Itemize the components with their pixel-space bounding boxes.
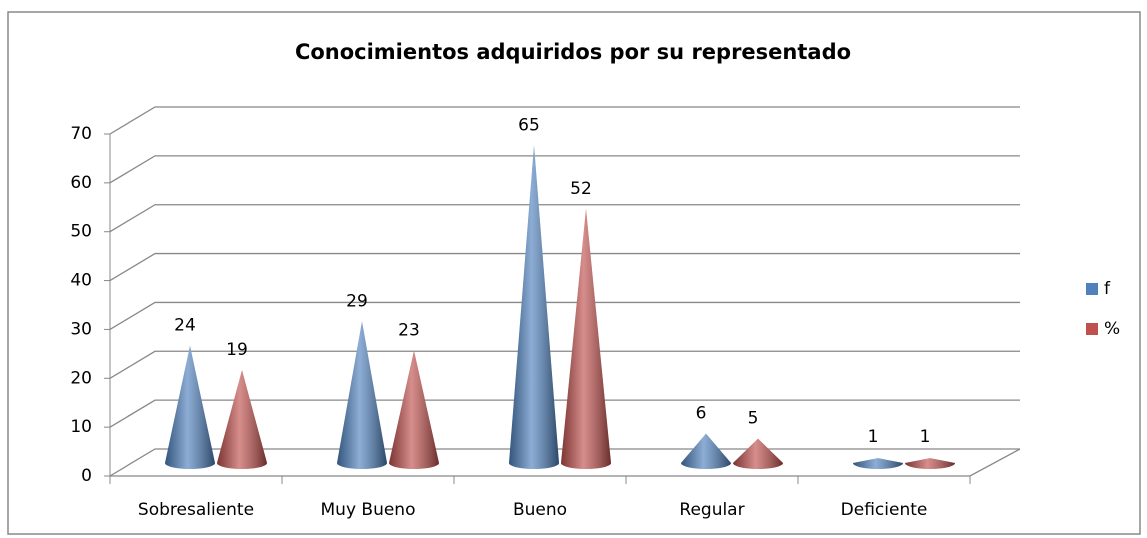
y-tick-label: 10 [70, 417, 92, 437]
legend-swatch [1086, 323, 1098, 335]
grid-line [109, 106, 1020, 135]
y-tick-label: 40 [70, 271, 92, 291]
y-tick-label: 70 [70, 124, 92, 144]
data-label: 23 [398, 321, 420, 341]
x-tick-label: Muy Bueno [321, 500, 416, 520]
cone-shade [165, 345, 215, 469]
grid-line [109, 350, 1020, 379]
cone-shade [733, 438, 783, 469]
cone-shade [561, 208, 611, 469]
cone-shade [681, 433, 731, 469]
y-tick-label: 30 [70, 319, 92, 339]
legend-swatch [1086, 283, 1098, 295]
y-tick-label: 20 [70, 368, 92, 388]
data-label: 1 [920, 427, 931, 447]
grid-line [109, 301, 1020, 330]
cone-shade [389, 350, 439, 469]
data-label: 52 [570, 179, 592, 199]
chart-title: Conocimientos adquiridos por su represen… [295, 40, 851, 64]
data-label: 6 [696, 404, 707, 424]
x-tick-label: Regular [679, 500, 744, 520]
y-tick-label: 60 [70, 173, 92, 193]
cone-shade [853, 458, 903, 469]
data-label: 19 [226, 340, 248, 360]
cone-shade [217, 370, 267, 469]
x-tick-label: Sobresaliente [138, 500, 254, 520]
data-label: 65 [518, 115, 540, 135]
grid-line [109, 399, 1020, 428]
data-label: 29 [346, 291, 368, 311]
grid-line [109, 448, 1020, 477]
x-tick-label: Bueno [513, 500, 567, 520]
y-tick-label: 50 [70, 222, 92, 242]
x-tick-label: Deficiente [841, 500, 928, 520]
grid-line [109, 252, 1020, 282]
grid-line [109, 204, 1020, 233]
cone-shade [905, 458, 955, 469]
y-tick-label: 0 [81, 466, 92, 486]
legend-label: f [1104, 279, 1111, 299]
grid-line [109, 155, 1020, 184]
data-label: 24 [174, 316, 196, 336]
data-label: 1 [868, 427, 879, 447]
legend-label: % [1104, 319, 1120, 339]
cone-shade [337, 321, 387, 469]
cone-shade [509, 145, 559, 469]
data-label: 5 [748, 409, 759, 429]
